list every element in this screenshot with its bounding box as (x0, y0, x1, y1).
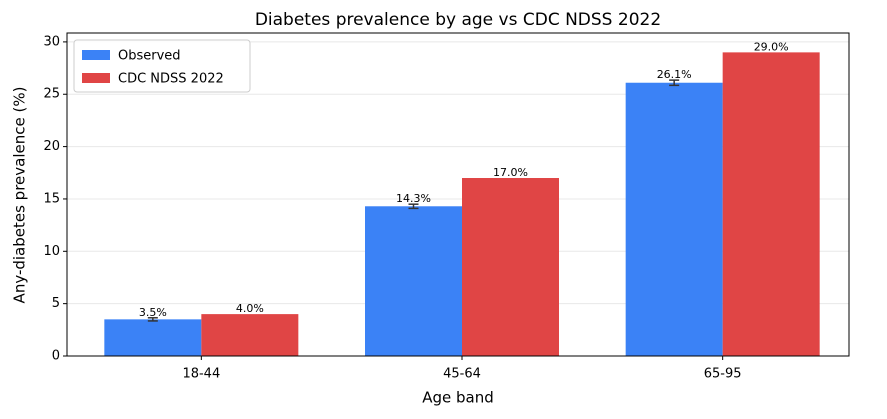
value-label: 4.0% (236, 302, 264, 315)
plot-frame (66, 32, 850, 357)
bar (104, 319, 202, 356)
y-tick-label: 30 (43, 34, 60, 49)
value-label: 29.0% (754, 40, 789, 53)
bar (625, 82, 723, 356)
y-tick-label: 20 (43, 139, 60, 154)
y-tick-label: 25 (43, 87, 60, 102)
bar (722, 52, 820, 356)
y-tick-label: 10 (43, 244, 60, 259)
legend-box (73, 39, 251, 93)
bar (365, 206, 462, 356)
legend: Observed CDC NDSS 2022 (73, 39, 251, 93)
chart-title: Diabetes prevalence by age vs CDC NDSS 2… (255, 10, 661, 30)
x-tick-label: 65-95 (704, 367, 742, 382)
legend-label: CDC NDSS 2022 (118, 72, 224, 87)
legend-swatch (82, 73, 110, 83)
error-bar (408, 203, 419, 210)
x-tick-label: 18-44 (182, 367, 220, 382)
value-label: 14.3% (396, 192, 431, 205)
error-bar (669, 79, 680, 87)
y-tick-label: 0 (52, 349, 60, 364)
x-axis-label: Age band (422, 389, 494, 407)
y-tick-label: 15 (43, 191, 60, 206)
y-tick-label: 5 (52, 296, 60, 311)
bar (462, 178, 559, 356)
legend-swatch (82, 50, 110, 60)
y-axis-label: Any-diabetes prevalence (%) (11, 87, 29, 304)
value-label: 3.5% (139, 306, 167, 319)
value-label: 26.1% (657, 68, 692, 81)
error-bar (147, 317, 158, 322)
legend-label: Observed (118, 49, 181, 64)
x-tick-label: 45-64 (443, 367, 481, 382)
bar (201, 314, 299, 356)
value-label: 17.0% (493, 166, 528, 179)
